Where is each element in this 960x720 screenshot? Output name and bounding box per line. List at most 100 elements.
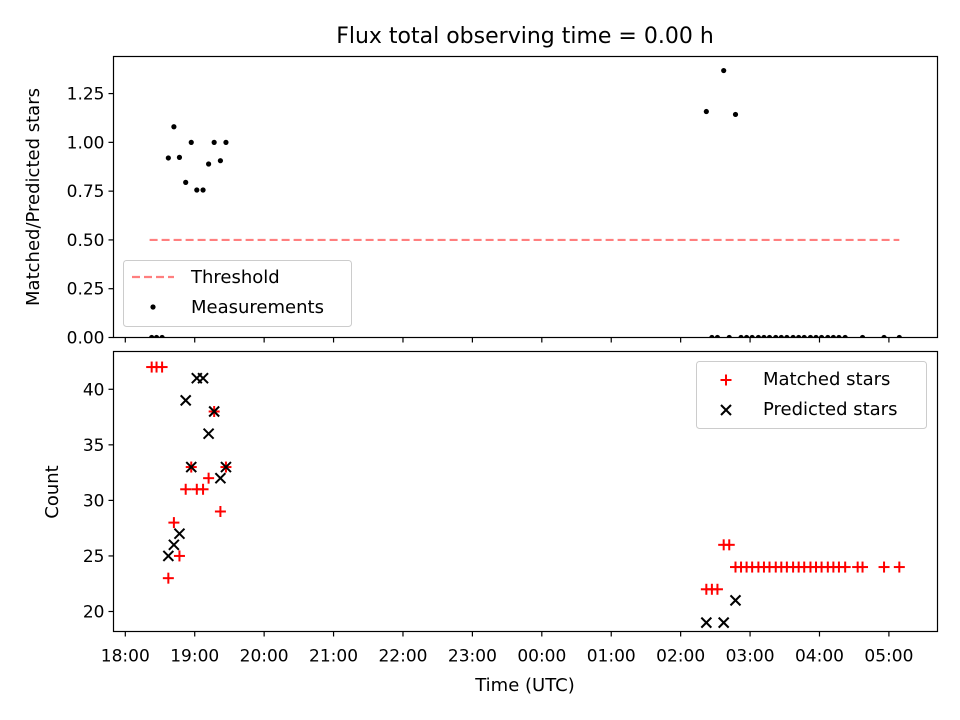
matched-star-point: [878, 561, 890, 573]
measurement-point: [165, 155, 171, 161]
x-tick-label: 23:00: [448, 647, 497, 667]
x-tick-label: 18:00: [101, 647, 150, 667]
measurement-point: [159, 334, 165, 338]
measurement-point: [859, 334, 866, 338]
matched-star-point: [162, 572, 174, 584]
matched-star-point: [156, 361, 168, 373]
measurement-point: [761, 334, 767, 338]
measurement-point: [790, 334, 796, 338]
predicted-star-point: [700, 616, 713, 629]
top-y-tick-label: 1.25: [67, 85, 105, 105]
top-y-axis-label: Matched/Predicted stars: [23, 88, 44, 306]
bottom-axes-frame: [112, 350, 939, 633]
measurement-point: [732, 111, 739, 118]
x-tick-label: 02:00: [656, 647, 705, 667]
bottom-y-tick-label: 40: [83, 380, 105, 400]
measurement-point: [188, 139, 194, 145]
measurement-point: [842, 334, 848, 338]
bottom-plot-area: [146, 361, 905, 629]
predicted-star-point: [185, 461, 197, 473]
measurement-point: [183, 179, 189, 185]
measurement-point: [709, 334, 715, 338]
measurement-point: [766, 334, 773, 338]
predicted-star-point: [168, 539, 180, 551]
top-panel: 0.00 0.25 0.50 0.75 1.00 1.25 Matched/Predict…: [23, 55, 939, 349]
legend-predicted-marker: [720, 404, 732, 416]
bottom-legend: Matched stars Predicted stars: [696, 361, 927, 429]
matched-star-point: [180, 483, 192, 495]
measurement-point: [743, 334, 750, 338]
predicted-star-point: [202, 428, 215, 440]
x-tick-label: 19:00: [170, 647, 219, 667]
matched-star-point: [197, 483, 209, 495]
measurement-point: [784, 334, 790, 338]
bottom-y-tick-label: 20: [83, 603, 105, 623]
top-plot-area: [149, 67, 902, 338]
measurement-point: [738, 334, 744, 338]
top-y-tick-label: 0.75: [67, 182, 105, 202]
measurement-point: [896, 334, 902, 338]
x-tick-label: 04:00: [795, 647, 844, 667]
measurement-point: [200, 187, 206, 193]
top-x-ticks: [124, 337, 890, 343]
top-y-tick-label: 1.00: [67, 133, 105, 153]
bottom-y-ticks: 20 25 30 35 40: [83, 380, 114, 623]
measurement-point: [703, 108, 709, 115]
measurement-point: [830, 334, 836, 338]
measurement-point: [755, 334, 761, 338]
predicted-star-point: [220, 461, 232, 473]
legend-predicted-swatch: [720, 404, 732, 416]
measurement-point: [176, 154, 183, 160]
measurement-point: [211, 139, 217, 145]
x-tick-label: 01:00: [587, 647, 636, 667]
legend-matched-label: Matched stars: [763, 369, 890, 390]
measurement-point: [796, 334, 802, 338]
x-tick-label: 22:00: [378, 647, 427, 667]
measurement-point: [171, 124, 177, 130]
measurement-point: [721, 67, 727, 74]
bottom-legend-box: [696, 361, 927, 429]
bottom-y-tick-label: 35: [83, 436, 105, 456]
top-y-ticks: 0.00 0.25 0.50 0.75 1.00 1.25: [67, 85, 114, 349]
predicted-star-point: [214, 472, 227, 484]
x-tick-label: 00:00: [517, 647, 566, 667]
matched-star-point: [203, 472, 215, 484]
bottom-y-tick-label: 30: [83, 491, 105, 511]
x-tick-label: 05:00: [864, 647, 913, 667]
bottom-y-axis-label: Count: [42, 465, 63, 518]
measurement-point: [153, 334, 160, 338]
measurement-point: [778, 334, 784, 338]
measurement-point: [807, 334, 814, 338]
measurement-point: [749, 334, 755, 338]
measurement-point: [818, 334, 825, 338]
legend-threshold-label: Threshold: [190, 267, 280, 288]
matched-star-point: [893, 561, 905, 573]
chart-title: Flux total observing time = 0.00 h: [336, 24, 714, 49]
legend-matched-marker: [720, 374, 732, 386]
bottom-x-ticks: 18:00 19:00 20:00 21:00 22:00 23:00 00:00 01:00…: [101, 631, 913, 667]
predicted-star-point: [173, 528, 186, 540]
matched-star-point: [839, 561, 851, 573]
predicted-star-point: [179, 394, 192, 407]
measurement-point: [801, 334, 807, 338]
legend-matched-swatch: [720, 374, 732, 386]
predicted-star-point: [729, 594, 742, 607]
predicted-star-point: [162, 550, 175, 562]
measurement-point: [206, 161, 212, 167]
x-tick-label: 21:00: [309, 647, 358, 667]
matched-star-point: [214, 506, 226, 517]
matched-star-point: [711, 583, 723, 595]
measurement-point: [714, 334, 721, 338]
top-legend-box: [123, 260, 352, 327]
predicted-star-point: [717, 616, 730, 629]
measurement-point: [726, 334, 732, 338]
legend-measurements-swatch: [150, 304, 156, 310]
measurement-point: [881, 334, 887, 338]
predicted-star-point: [197, 372, 209, 384]
legend-measurements-label: Measurements: [191, 297, 324, 318]
top-legend: Threshold Measurements: [123, 260, 352, 327]
measurement-point: [223, 139, 229, 145]
x-axis-label: Time (UTC): [474, 675, 575, 696]
matched-star-point: [857, 561, 869, 573]
